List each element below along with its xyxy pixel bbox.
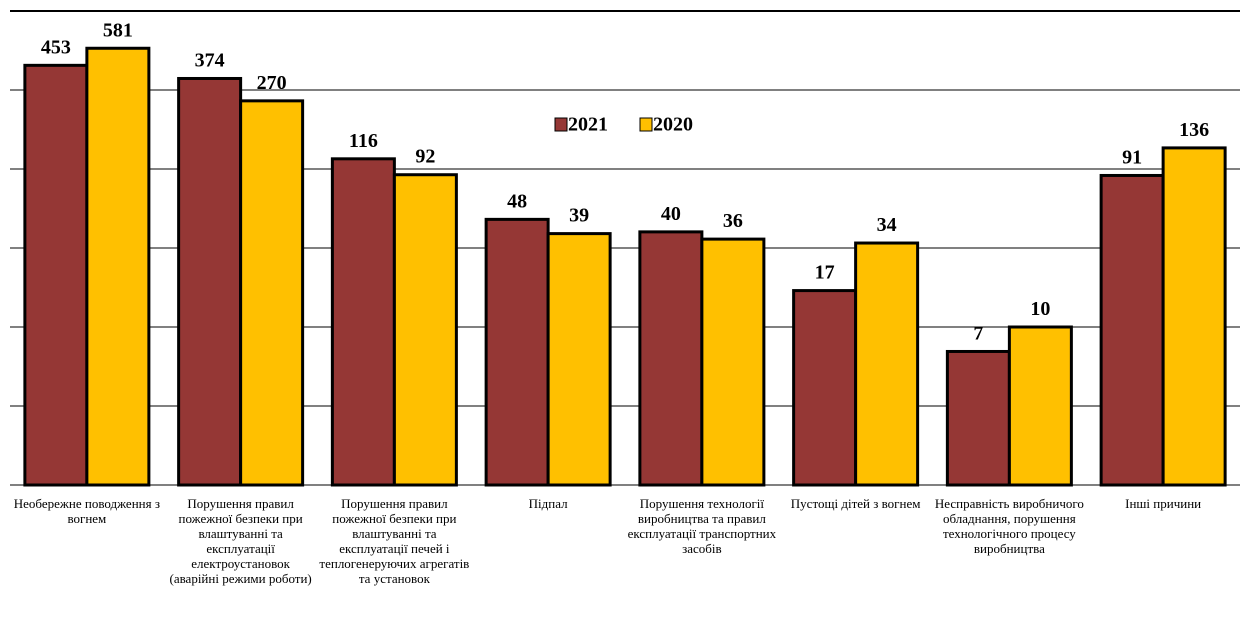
value-label: 7 bbox=[973, 322, 983, 344]
bar bbox=[1161, 146, 1227, 487]
legend-label: 2020 bbox=[653, 114, 693, 136]
value-label: 34 bbox=[877, 214, 897, 236]
legend-swatch bbox=[639, 117, 653, 132]
value-label: 92 bbox=[415, 146, 435, 168]
bar bbox=[854, 241, 920, 487]
value-label: 40 bbox=[661, 203, 681, 225]
x-tick-label: Несправність виробничого обладнання, пор… bbox=[934, 496, 1084, 556]
x-tick-label: Порушення правил пожежної безпеки при вл… bbox=[319, 496, 470, 586]
x-tick-label: Підпал bbox=[528, 496, 568, 511]
x-tick-label: Порушення правил пожежної безпеки при вл… bbox=[169, 496, 312, 586]
bar bbox=[239, 99, 305, 487]
value-label: 91 bbox=[1122, 146, 1142, 168]
legend-label: 2021 bbox=[568, 114, 608, 136]
bar bbox=[1007, 325, 1073, 487]
x-tick-label: Порушення технології виробництва та прав… bbox=[627, 496, 777, 556]
x-tick-label: Необережне поводження з вогнем bbox=[13, 496, 160, 526]
bar bbox=[546, 232, 612, 487]
value-label: 453 bbox=[41, 36, 71, 58]
bar bbox=[177, 76, 243, 487]
bar bbox=[945, 349, 1011, 487]
value-label: 48 bbox=[507, 190, 527, 212]
value-label: 581 bbox=[103, 19, 133, 41]
bar bbox=[392, 173, 458, 487]
bar bbox=[330, 157, 396, 487]
value-label: 374 bbox=[195, 49, 225, 71]
x-tick-label: Пустощі дітей з вогнем bbox=[790, 496, 921, 511]
value-label: 270 bbox=[257, 72, 287, 94]
value-label: 17 bbox=[815, 262, 835, 284]
x-tick-label: Інші причини bbox=[1125, 496, 1202, 511]
bar bbox=[792, 289, 858, 487]
bar bbox=[484, 217, 550, 487]
bar bbox=[85, 46, 151, 487]
bar bbox=[638, 230, 704, 487]
value-label: 39 bbox=[569, 205, 589, 227]
value-label: 36 bbox=[723, 210, 743, 232]
value-label: 116 bbox=[349, 130, 378, 152]
legend-swatch bbox=[554, 117, 568, 132]
bar bbox=[700, 237, 766, 487]
bar bbox=[1099, 173, 1165, 487]
value-label: 10 bbox=[1030, 298, 1050, 320]
bar bbox=[23, 63, 89, 487]
value-label: 136 bbox=[1179, 119, 1209, 141]
